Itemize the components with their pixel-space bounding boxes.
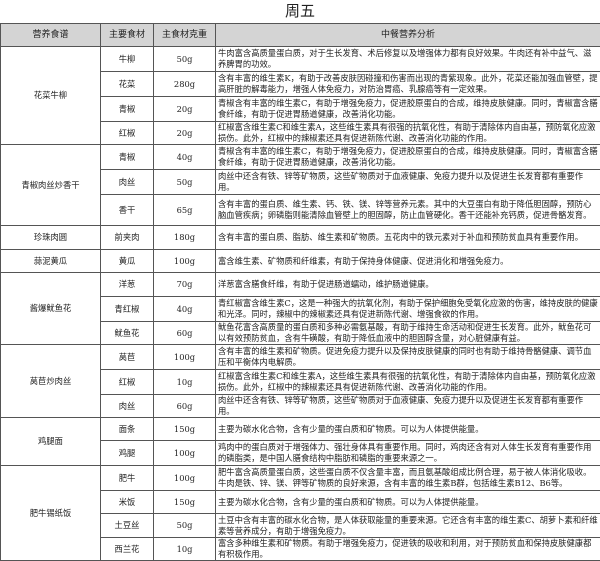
ingredient-cell: 香干	[101, 195, 154, 226]
weight-cell: 100g	[154, 441, 216, 466]
weight-cell: 50g	[154, 47, 216, 72]
weight-cell: 60g	[154, 395, 216, 418]
weight-cell: 180g	[154, 226, 216, 250]
weight-cell: 100g	[154, 345, 216, 370]
ingredient-cell: 土豆丝	[101, 514, 154, 538]
recipe-name: 鸡腿面	[1, 418, 101, 466]
header-recipe: 营养食谱	[1, 24, 101, 47]
ingredient-cell: 花菜	[101, 72, 154, 97]
weight-cell: 150g	[154, 418, 216, 441]
analysis-cell: 主要为碳水化合物，含有少量的蛋白质和矿物质。可以为人体提供能量。	[216, 418, 600, 441]
recipe-name: 珍珠肉圆	[1, 226, 101, 250]
recipe-name: 花菜牛柳	[1, 47, 101, 145]
ingredient-cell: 米饭	[101, 491, 154, 514]
analysis-cell: 肉丝中还含有铁、锌等矿物质，这些矿物质对于血液健康、免疫力提升以及促进生长发育都…	[216, 395, 600, 418]
analysis-cell: 牛肉富含高质量蛋白质，对于生长发育、术后修复以及增强体力都有良好效果。牛肉还有补…	[216, 47, 600, 72]
ingredient-cell: 肉丝	[101, 395, 154, 418]
analysis-cell: 富含多种维生素和矿物质。有助于增强免疫力，促进铁的吸收和利用，对于预防贫血和保持…	[216, 538, 600, 561]
analysis-cell: 土豆中含有丰富的碳水化合物，是人体获取能量的重要来源。它还含有丰富的维生素C、胡…	[216, 514, 600, 538]
analysis-cell: 洋葱富含膳食纤维，有助于促进肠道蠕动，维护肠道健康。	[216, 273, 600, 297]
ingredient-cell: 前夹肉	[101, 226, 154, 250]
page-title: 周五	[0, 0, 600, 23]
weight-cell: 100g	[154, 250, 216, 273]
weight-cell: 70g	[154, 273, 216, 297]
recipe-name: 莴苣炒肉丝	[1, 345, 101, 418]
ingredient-cell: 红椒	[101, 370, 154, 395]
weight-cell: 50g	[154, 170, 216, 195]
analysis-cell: 主要为碳水化合物，含有少量的蛋白质和矿物质。可以为人体提供能量。	[216, 491, 600, 514]
analysis-cell: 青红椒富含维生素C，这是一种强大的抗氧化剂，有助于保护细胞免受氧化应激的伤害，维…	[216, 297, 600, 322]
weight-cell: 150g	[154, 491, 216, 514]
analysis-cell: 含有丰富的蛋白质、脂肪、维生素和矿物质。五花肉中的铁元素对于补血和预防贫血具有重…	[216, 226, 600, 250]
analysis-cell: 含有丰富的维生素K，有助于改善皮肤因碰撞和伤害而出现的青紫现象。此外，花菜还能加…	[216, 72, 600, 97]
ingredient-cell: 青椒	[101, 97, 154, 122]
ingredient-cell: 青红椒	[101, 297, 154, 322]
analysis-cell: 红椒富含维生素C和维生素A，这些维生素具有很强的抗氧化性，有助于清除体内自由基，…	[216, 370, 600, 395]
table-header-row: 营养食谱 主要食材 主食材克重 中餐营养分析	[1, 24, 600, 47]
ingredient-cell: 西兰花	[101, 538, 154, 561]
weight-cell: 20g	[154, 122, 216, 145]
analysis-cell: 青椒含有丰富的维生素C，有助于增强免疫力，促进胶原蛋白的合成，维持皮肤健康。同时…	[216, 97, 600, 122]
ingredient-cell: 红椒	[101, 122, 154, 145]
ingredient-cell: 肥牛	[101, 466, 154, 491]
analysis-cell: 肥牛富含高质量蛋白质，这些蛋白质不仅含量丰富，而且氨基酸组成比例合理，易于被人体…	[216, 466, 600, 491]
weight-cell: 20g	[154, 97, 216, 122]
ingredient-cell: 莴苣	[101, 345, 154, 370]
recipe-name: 酱爆鱿鱼花	[1, 273, 101, 345]
recipe-name: 蒜泥黄瓜	[1, 250, 101, 273]
analysis-cell: 含有丰富的蛋白质、维生素、钙、铁、镁、锌等营养元素。其中的大豆蛋白有助于降低胆固…	[216, 195, 600, 226]
analysis-cell: 鱿鱼花富含高质量的蛋白质和多种必需氨基酸，有助于维持生命活动和促进生长发育。此外…	[216, 322, 600, 345]
analysis-cell: 富含维生素、矿物质和纤维素，有助于保持身体健康、促进消化和增强免疫力。	[216, 250, 600, 273]
weight-cell: 100g	[154, 466, 216, 491]
ingredient-cell: 黄瓜	[101, 250, 154, 273]
ingredient-cell: 牛柳	[101, 47, 154, 72]
analysis-cell: 鸡肉中的蛋白质对于增强体力、强壮身体具有重要作用。同时，鸡肉还含有对人体生长发育…	[216, 441, 600, 466]
weight-cell: 40g	[154, 297, 216, 322]
weight-cell: 10g	[154, 538, 216, 561]
header-ingredient: 主要食材	[101, 24, 154, 47]
weight-cell: 40g	[154, 145, 216, 170]
header-weight: 主食材克重	[154, 24, 216, 47]
weight-cell: 10g	[154, 370, 216, 395]
ingredient-cell: 青椒	[101, 145, 154, 170]
recipe-name: 肥牛锡纸饭	[1, 466, 101, 561]
ingredient-cell: 面条	[101, 418, 154, 441]
ingredient-cell: 洋葱	[101, 273, 154, 297]
recipe-name: 青椒肉丝炒香干	[1, 145, 101, 226]
analysis-cell: 含有丰富的维生素和矿物质。促进免疫力提升以及保持皮肤健康的同时也有助于维持骨骼健…	[216, 345, 600, 370]
header-analysis: 中餐营养分析	[216, 24, 600, 47]
weight-cell: 50g	[154, 514, 216, 538]
ingredient-cell: 肉丝	[101, 170, 154, 195]
weight-cell: 280g	[154, 72, 216, 97]
weight-cell: 65g	[154, 195, 216, 226]
ingredient-cell: 鸡腿	[101, 441, 154, 466]
analysis-cell: 红椒富含维生素C和维生素A，这些维生素具有很强的抗氧化性，有助于清除体内自由基，…	[216, 122, 600, 145]
analysis-cell: 青椒含有丰富的维生素C，有助于增强免疫力，促进胶原蛋白的合成，维持皮肤健康。同时…	[216, 145, 600, 170]
analysis-cell: 肉丝中还含有铁、锌等矿物质，这些矿物质对于血液健康、免疫力提升以及促进生长发育都…	[216, 170, 600, 195]
ingredient-cell: 鱿鱼花	[101, 322, 154, 345]
weight-cell: 60g	[154, 322, 216, 345]
